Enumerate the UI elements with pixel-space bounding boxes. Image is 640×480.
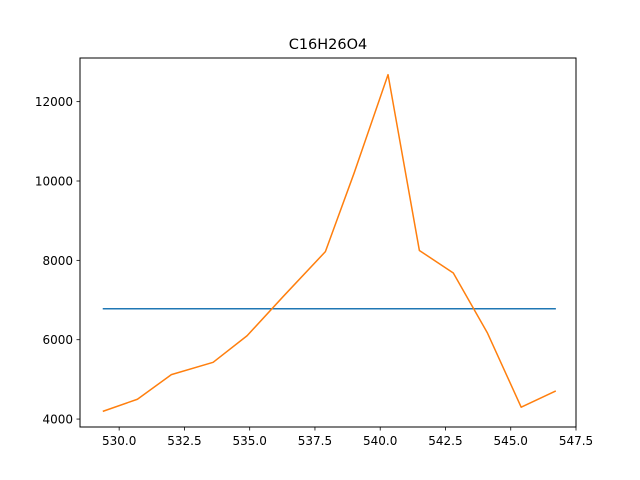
y-axis: 4000 6000 8000 10000 12000 [35, 95, 80, 427]
x-tick-label: 530.0 [102, 434, 136, 448]
y-tick-label: 8000 [42, 254, 73, 268]
y-tick-label: 12000 [35, 95, 73, 109]
x-tick-label: 547.5 [559, 434, 593, 448]
x-tick-label: 535.0 [233, 434, 267, 448]
x-axis: 530.0 532.5 535.0 537.5 540.0 542.5 545.0 547.5 [102, 427, 593, 448]
x-tick-label: 532.5 [167, 434, 201, 448]
x-tick-label: 537.5 [298, 434, 332, 448]
chart-title: C16H26O4 [289, 37, 368, 53]
x-tick-label: 542.5 [428, 434, 462, 448]
series-line-2 [102, 73, 557, 413]
series-layer [102, 73, 557, 413]
x-tick-label: 545.0 [494, 434, 528, 448]
x-tick-label: 540.0 [363, 434, 397, 448]
y-tick-label: 10000 [35, 175, 73, 189]
y-tick-label: 4000 [42, 413, 73, 427]
y-tick-label: 6000 [42, 333, 73, 347]
plot-frame [79, 57, 577, 428]
